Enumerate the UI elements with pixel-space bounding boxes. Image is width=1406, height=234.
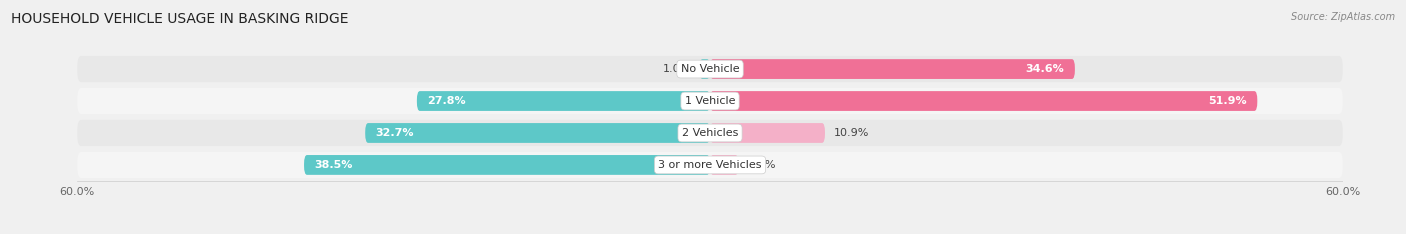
Text: 34.6%: 34.6%: [1025, 64, 1064, 74]
FancyBboxPatch shape: [77, 88, 1343, 114]
FancyBboxPatch shape: [77, 56, 1343, 82]
Text: 32.7%: 32.7%: [375, 128, 415, 138]
Text: 51.9%: 51.9%: [1208, 96, 1247, 106]
FancyBboxPatch shape: [304, 155, 710, 175]
Text: 2.7%: 2.7%: [747, 160, 776, 170]
Text: 1.0%: 1.0%: [662, 64, 692, 74]
Text: HOUSEHOLD VEHICLE USAGE IN BASKING RIDGE: HOUSEHOLD VEHICLE USAGE IN BASKING RIDGE: [11, 12, 349, 26]
Text: 10.9%: 10.9%: [834, 128, 869, 138]
Text: 1 Vehicle: 1 Vehicle: [685, 96, 735, 106]
FancyBboxPatch shape: [418, 91, 710, 111]
FancyBboxPatch shape: [710, 155, 738, 175]
Text: 3 or more Vehicles: 3 or more Vehicles: [658, 160, 762, 170]
FancyBboxPatch shape: [366, 123, 710, 143]
Text: Source: ZipAtlas.com: Source: ZipAtlas.com: [1291, 12, 1395, 22]
Text: 2 Vehicles: 2 Vehicles: [682, 128, 738, 138]
FancyBboxPatch shape: [710, 59, 1076, 79]
FancyBboxPatch shape: [710, 123, 825, 143]
FancyBboxPatch shape: [77, 152, 1343, 178]
Text: No Vehicle: No Vehicle: [681, 64, 740, 74]
Text: 38.5%: 38.5%: [315, 160, 353, 170]
FancyBboxPatch shape: [77, 120, 1343, 146]
Text: 27.8%: 27.8%: [427, 96, 465, 106]
FancyBboxPatch shape: [710, 91, 1257, 111]
FancyBboxPatch shape: [700, 59, 710, 79]
